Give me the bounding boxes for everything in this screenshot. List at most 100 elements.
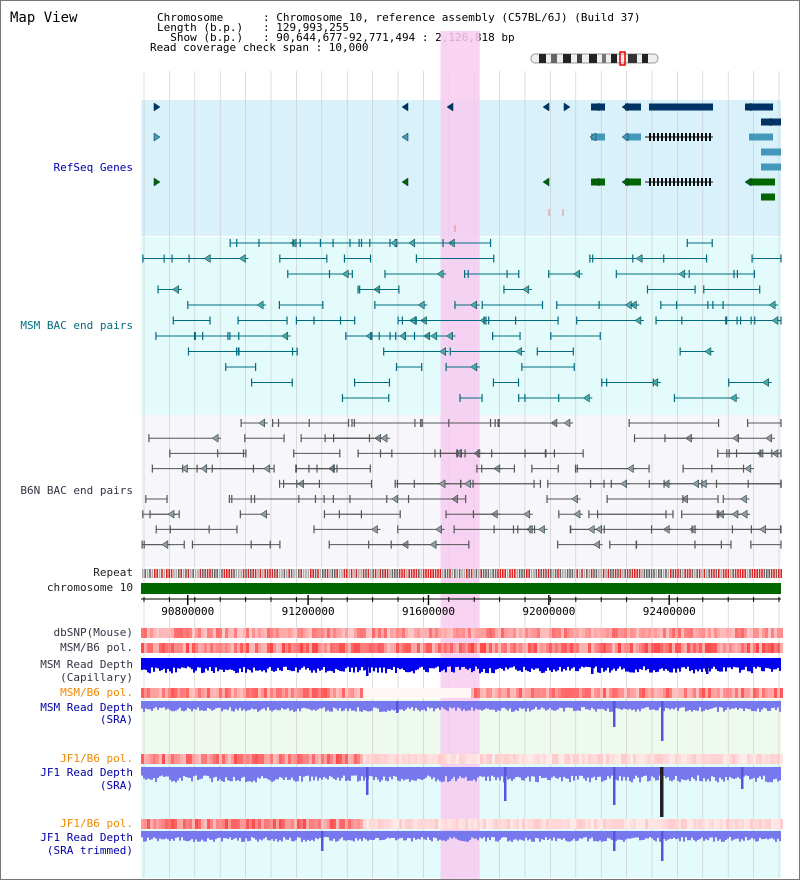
b6n-bac-pair-end[interactable] (563, 418, 571, 428)
msm-bac-pair-end[interactable] (439, 347, 446, 356)
b6n-bac-pair-end[interactable] (523, 509, 531, 519)
b6n-bac-end-pairs-features[interactable] (141, 418, 782, 550)
msm-bac-pair-end[interactable] (768, 300, 776, 310)
refseq-gene-strand[interactable] (621, 102, 629, 112)
refseq-gene-exon[interactable] (625, 133, 641, 141)
msm-bac-pair-end[interactable] (446, 331, 453, 341)
b6n-bac-pair-end[interactable] (380, 433, 388, 443)
b6n-bac-pair-end[interactable] (263, 464, 271, 474)
msm-bac-pair-end[interactable] (390, 238, 398, 248)
msm-bac-pair-end[interactable] (470, 300, 477, 310)
b6n-bac-pair-end[interactable] (765, 433, 773, 443)
msm-bac-pair-end[interactable] (634, 316, 642, 325)
b6n-bac-pair-end[interactable] (260, 509, 267, 519)
b6n-bac-pair-end[interactable] (571, 494, 578, 504)
msm-bac-pair-end[interactable] (470, 362, 478, 372)
msm-bac-pair-end[interactable] (515, 347, 522, 356)
refseq-gene-strand[interactable] (589, 132, 597, 142)
refseq-gene-strand[interactable] (592, 102, 600, 112)
b6n-bac-pair-end[interactable] (391, 494, 399, 504)
b6n-bac-pair-end[interactable] (620, 479, 627, 489)
msm-bac-end-pairs-features[interactable] (142, 238, 782, 403)
b6n-bac-pair-end[interactable] (740, 509, 748, 519)
b6n-bac-pair-end[interactable] (464, 479, 471, 489)
b6n-bac-pair-end[interactable] (161, 540, 169, 550)
refseq-gene-exon[interactable] (761, 148, 781, 156)
refseq-gene-strand[interactable] (401, 177, 409, 187)
refseq-gene-strand[interactable] (592, 177, 600, 187)
refseq-gene-strand[interactable] (744, 177, 752, 187)
b6n-bac-pair-end[interactable] (593, 540, 600, 550)
b6n-bac-pair-end[interactable] (200, 464, 208, 474)
refseq-gene-exon[interactable] (625, 103, 641, 111)
refseq-gene-strand[interactable] (401, 132, 409, 142)
refseq-gene-exon[interactable] (749, 133, 773, 141)
msm-bac-pair-end[interactable] (729, 393, 737, 403)
msm-bac-pair-end[interactable] (238, 254, 246, 263)
refseq-gene-strand[interactable] (542, 102, 550, 112)
b6n-bac-pair-end[interactable] (740, 494, 747, 504)
msm-bac-pair-end[interactable] (281, 331, 289, 341)
msm-bac-pair-end[interactable] (408, 238, 416, 248)
b6n-bac-pair-end[interactable] (181, 464, 188, 474)
msm-bac-pair-end[interactable] (522, 285, 530, 294)
refseq-gene-exon[interactable] (751, 178, 775, 186)
refseq-gene-strand[interactable] (621, 132, 629, 142)
b6n-bac-pair-end[interactable] (587, 524, 595, 534)
b6n-bac-pair-end[interactable] (744, 464, 752, 474)
refseq-gene-exon[interactable] (761, 193, 775, 201)
b6n-bac-pair-end[interactable] (595, 524, 603, 534)
refseq-gene-exon[interactable] (649, 103, 713, 111)
msm-bac-pair-end[interactable] (635, 254, 643, 263)
b6n-bac-pair-end[interactable] (538, 524, 545, 534)
refseq-gene-strand[interactable] (744, 102, 752, 112)
msm-bac-pair-end[interactable] (399, 331, 406, 341)
heatmap-tracks (141, 628, 783, 829)
msm-bac-pair-end[interactable] (582, 393, 590, 403)
chromosome-ideogram[interactable] (530, 51, 659, 66)
refseq-gene-strand[interactable] (446, 102, 454, 112)
b6n-bac-pair-end[interactable] (211, 433, 219, 443)
b6n-bac-pair-end[interactable] (371, 524, 378, 534)
refseq-gene-strand[interactable] (764, 117, 772, 127)
msm-bac-pair-end[interactable] (651, 378, 659, 387)
refseq-gene-exon[interactable] (625, 178, 641, 186)
b6n-bac-pair-end[interactable] (435, 524, 442, 534)
msm-bac-pair-end[interactable] (417, 300, 425, 310)
b6n-bac-pair-end[interactable] (692, 479, 699, 489)
b6n-bac-pair-end[interactable] (759, 524, 766, 534)
msm-bac-pair-end[interactable] (341, 269, 349, 279)
refseq-gene-exon[interactable] (745, 103, 773, 111)
msm-bac-pair-end[interactable] (678, 269, 686, 279)
msm-bac-pair-end[interactable] (762, 378, 769, 387)
refseq-gene-exon[interactable] (761, 163, 781, 171)
refseq-gene-strand[interactable] (542, 177, 550, 187)
b6n-bac-pair-end[interactable] (699, 479, 707, 489)
msm-bac-pair-end[interactable] (430, 331, 438, 341)
refseq-gene-exon[interactable] (591, 133, 605, 141)
refseq-gene-strand[interactable] (563, 102, 571, 112)
axis-tick-label: 92000000 (522, 605, 576, 618)
msm-bac-pair-end[interactable] (172, 285, 179, 294)
b6n-bac-pair-end[interactable] (626, 464, 634, 474)
msm-bac-pair-end[interactable] (436, 269, 444, 279)
b6n-bac-pair-end[interactable] (438, 479, 446, 489)
refseq-gene-strand[interactable] (153, 132, 161, 142)
msm-bac-pair-end[interactable] (573, 269, 580, 279)
b6n-bac-pair-end[interactable] (731, 509, 739, 519)
msm-bac-pair-end[interactable] (256, 300, 264, 310)
b6n-bac-pair-end[interactable] (429, 540, 437, 550)
refseq-gene-strand[interactable] (621, 177, 629, 187)
msm-bac-pair-end[interactable] (203, 254, 211, 263)
b6n-bac-pair-end[interactable] (258, 418, 265, 428)
refseq-gene-strand[interactable] (153, 102, 161, 112)
refseq-gene-strand[interactable] (153, 177, 161, 187)
msm-bac-pair-end[interactable] (624, 300, 632, 310)
b6n-bac-pair-end[interactable] (167, 509, 175, 519)
msm-bac-pair-end[interactable] (771, 316, 779, 325)
refseq-gene-strand[interactable] (401, 102, 409, 112)
msm-bac-pair-end[interactable] (704, 347, 712, 356)
b6n-bac-pair-end[interactable] (573, 509, 581, 519)
refseq-genes-features[interactable] (153, 102, 781, 232)
